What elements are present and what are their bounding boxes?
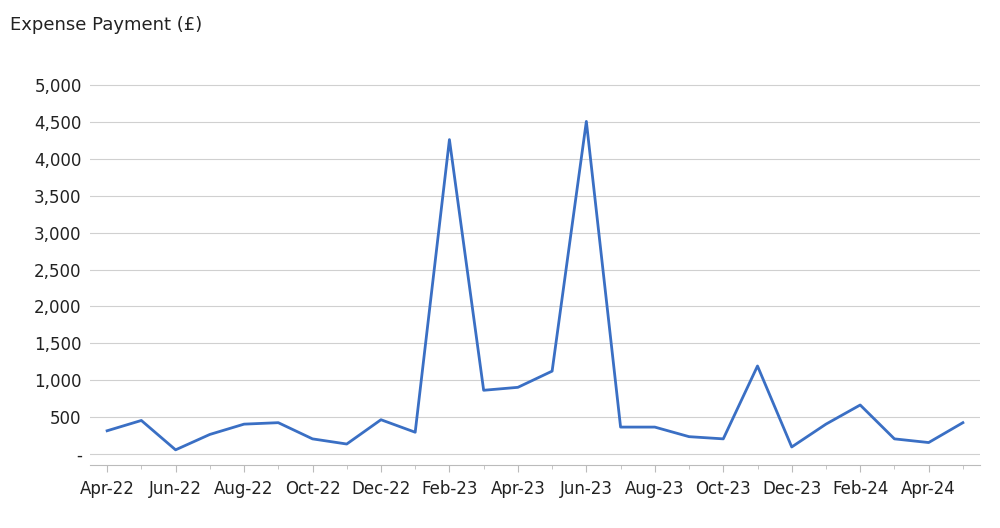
Text: Expense Payment (£): Expense Payment (£): [10, 16, 202, 34]
